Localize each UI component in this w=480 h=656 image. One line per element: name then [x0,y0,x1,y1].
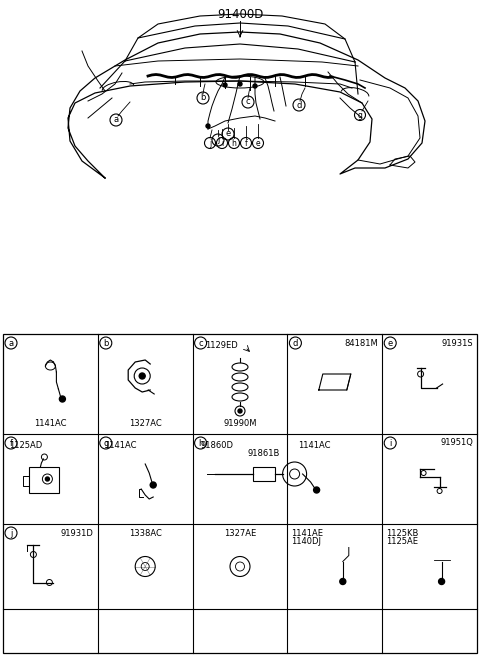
Text: 84181M: 84181M [345,338,378,348]
Bar [252,467,275,481]
Circle shape [238,409,242,413]
Text: 91951Q: 91951Q [440,438,473,447]
Text: 1141AE: 1141AE [291,529,324,537]
Text: b: b [200,94,206,102]
Text: g: g [103,438,108,447]
Text: 1125AE: 1125AE [386,537,418,546]
Circle shape [46,477,49,481]
Text: 91400D: 91400D [217,7,263,20]
Text: 91861B: 91861B [248,449,280,459]
Text: a: a [113,115,119,125]
Bar [29,467,60,493]
Text: h: h [198,438,204,447]
Text: 91931S: 91931S [442,338,473,348]
Text: e: e [226,129,230,138]
Text: 1125AD: 1125AD [9,441,42,451]
Text: i: i [389,438,391,447]
Text: j: j [217,136,219,144]
Circle shape [439,579,444,584]
Circle shape [150,482,156,488]
Circle shape [253,84,257,88]
Text: 1125KB: 1125KB [386,529,419,537]
Text: c: c [198,338,203,348]
Text: e: e [387,338,393,348]
Text: 91860D: 91860D [201,441,234,451]
Text: c: c [246,98,250,106]
Bar [3,334,477,653]
Text: 1338AC: 1338AC [129,529,162,537]
Text: 1141AC: 1141AC [298,441,330,451]
Text: 1141AC: 1141AC [34,419,67,428]
Circle shape [238,82,242,86]
Circle shape [223,83,227,87]
Text: d: d [293,338,298,348]
Circle shape [206,124,210,128]
Text: h: h [231,138,237,148]
Text: 1129ED: 1129ED [204,342,237,350]
Text: d: d [296,100,302,110]
Text: a: a [9,338,13,348]
Circle shape [340,579,346,584]
Text: b: b [103,338,108,348]
Circle shape [313,487,320,493]
Text: 1327AC: 1327AC [129,419,162,428]
Text: f: f [10,438,12,447]
Text: f: f [245,138,247,148]
Text: 1140DJ: 1140DJ [291,537,322,546]
Text: 91990M: 91990M [223,419,257,428]
Text: 91931D: 91931D [61,529,94,537]
Text: j: j [209,138,211,148]
Text: 1327AE: 1327AE [224,529,256,537]
Text: i: i [221,138,223,148]
Text: e: e [256,138,260,148]
Circle shape [60,396,65,402]
Text: 1141AC: 1141AC [104,441,136,451]
Text: g: g [358,110,362,119]
Circle shape [139,373,145,379]
Text: j: j [10,529,12,537]
